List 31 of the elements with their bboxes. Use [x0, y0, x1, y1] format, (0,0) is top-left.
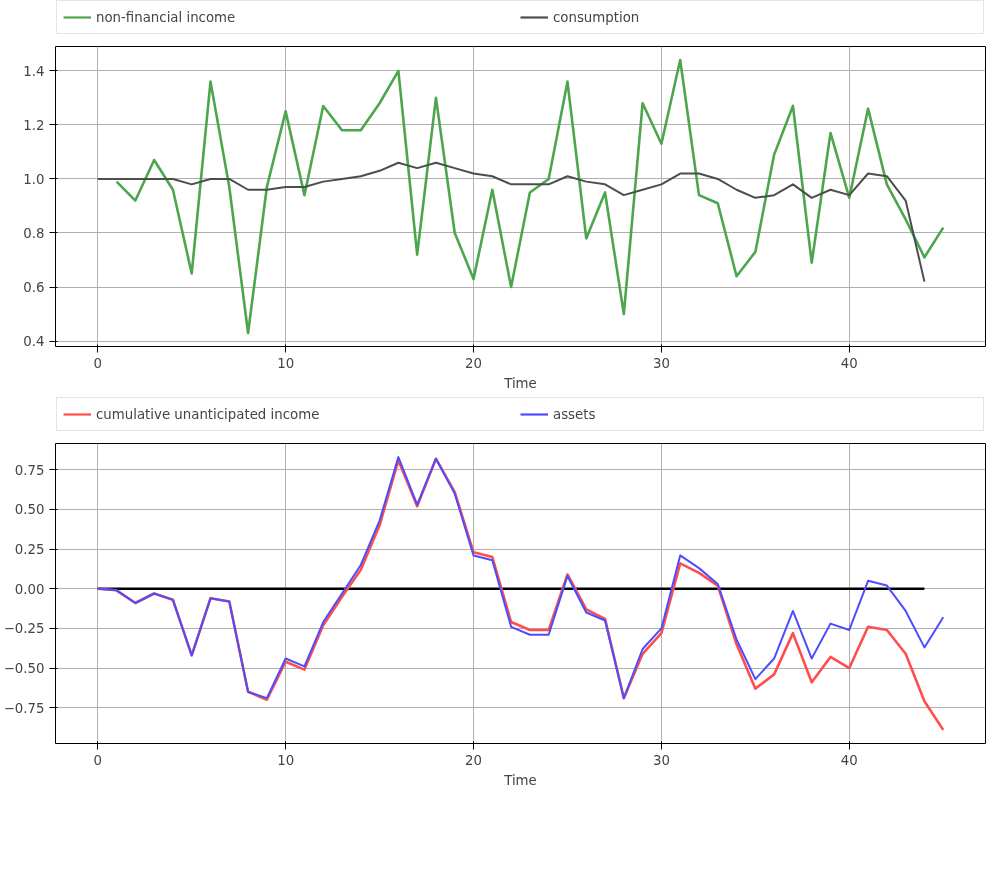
x-axis-title: Time	[503, 772, 537, 788]
y-tick-label: 1.2	[23, 117, 45, 133]
x-tick-label: 20	[465, 355, 483, 371]
y-tick-label: 0.50	[14, 502, 45, 518]
line-series	[115, 58, 945, 335]
y-tick-label: 0.75	[14, 462, 45, 478]
y-tick-label: 1.4	[23, 63, 45, 79]
y-tick-label: 0.4	[23, 334, 45, 350]
x-tick-label: 30	[652, 752, 670, 768]
legend-label: consumption	[553, 9, 641, 25]
y-tick-label: 0.25	[14, 542, 45, 558]
y-tick-label: 0.8	[23, 225, 45, 241]
y-tick-label: 1.0	[23, 171, 45, 187]
x-tick-label: 10	[277, 355, 295, 371]
x-tick-label: 30	[652, 355, 670, 371]
y-tick-label: −0.50	[3, 661, 45, 677]
x-tick-label: 40	[840, 355, 858, 371]
legend-label: cumulative unanticipated income	[96, 406, 321, 422]
legend-label: non-financial income	[96, 9, 237, 25]
x-tick-label: 0	[93, 355, 103, 371]
y-tick-label: 0.6	[23, 280, 45, 296]
x-tick-label: 0	[93, 752, 103, 768]
x-tick-label: 20	[465, 752, 483, 768]
y-tick-label: 0.00	[14, 581, 45, 597]
x-tick-label: 40	[840, 752, 858, 768]
x-tick-label: 10	[277, 752, 295, 768]
y-tick-label: −0.75	[3, 700, 45, 716]
x-axis-title: Time	[503, 375, 537, 391]
y-tick-label: −0.25	[3, 621, 45, 637]
line-series	[96, 161, 926, 283]
legend-label: assets	[553, 406, 597, 422]
